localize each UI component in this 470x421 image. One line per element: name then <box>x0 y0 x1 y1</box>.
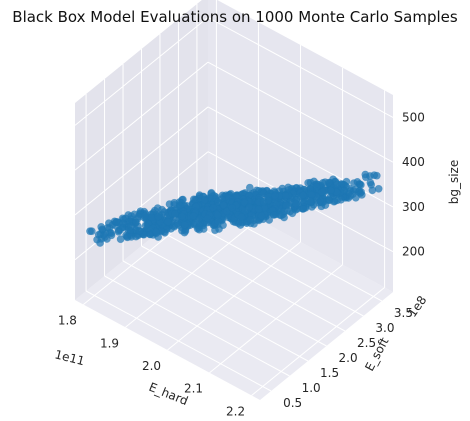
data-point <box>305 197 314 205</box>
data-point <box>180 220 189 229</box>
axis-ticks: 1.81.92.02.12.20.51.01.52.02.53.03.52003… <box>58 110 425 418</box>
data-point <box>180 228 189 237</box>
data-point <box>237 212 246 221</box>
y-tick-label: 0.5 <box>283 396 302 410</box>
data-point <box>351 193 360 202</box>
data-point <box>86 227 94 236</box>
y-tick-label: 1.5 <box>320 366 339 380</box>
x-tick-label: 1.9 <box>100 336 119 350</box>
data-point <box>374 184 383 193</box>
data-point <box>288 209 297 218</box>
data-point <box>140 212 149 220</box>
data-point <box>178 195 187 204</box>
data-point <box>240 198 249 207</box>
y-gridline <box>122 260 309 362</box>
data-point <box>213 211 222 220</box>
y-tick-label: 2.0 <box>339 351 358 365</box>
data-point <box>333 180 342 189</box>
data-point <box>355 180 364 188</box>
data-point <box>107 231 116 240</box>
data-point <box>299 191 307 200</box>
y-gridline <box>159 230 346 332</box>
data-point <box>265 216 274 224</box>
z-gridline <box>207 61 394 163</box>
x-tick-label: 2.2 <box>226 405 245 418</box>
data-point <box>361 170 370 179</box>
y-tick-label: 3.0 <box>375 321 394 335</box>
data-point <box>269 211 278 219</box>
x-tick-label: 2.1 <box>184 382 203 396</box>
data-point <box>277 211 286 220</box>
x-scale-label: 1e11 <box>53 347 86 368</box>
y-gridline <box>178 215 364 317</box>
z-gridline <box>207 16 394 118</box>
data-point <box>203 214 212 223</box>
y-tick-label: 3.5 <box>394 306 413 320</box>
data-point <box>257 211 266 220</box>
data-point <box>152 228 161 236</box>
data-point <box>123 232 131 241</box>
data-point <box>98 225 107 234</box>
data-point <box>291 199 300 208</box>
data-point <box>105 224 114 232</box>
data-point <box>114 227 123 236</box>
data-point <box>222 207 231 216</box>
data-point <box>351 185 360 194</box>
data-point <box>337 195 345 204</box>
y-tick-label: 2.5 <box>357 336 376 350</box>
data-point <box>228 203 236 212</box>
z-gridline <box>74 61 209 171</box>
data-point <box>177 212 186 221</box>
y-gridline <box>141 245 327 347</box>
data-point <box>211 226 219 235</box>
data-point <box>366 178 375 187</box>
data-point <box>321 201 330 209</box>
data-point <box>259 197 268 206</box>
data-point <box>209 203 218 212</box>
data-point <box>281 191 290 200</box>
y-gridline <box>104 275 290 377</box>
z-tick-label: 300 <box>402 200 425 214</box>
data-point <box>131 218 140 227</box>
data-point <box>318 188 327 196</box>
y-tick-label: 1.0 <box>302 381 321 395</box>
data-point <box>324 178 333 187</box>
data-point <box>126 222 135 231</box>
data-point <box>194 223 203 232</box>
x-tick-label: 2.0 <box>142 359 161 373</box>
data-point <box>96 239 104 247</box>
z-axis-label: bg_size <box>447 160 461 205</box>
data-point <box>112 217 121 226</box>
chart-title: Black Box Model Evaluations on 1000 Mont… <box>12 8 458 26</box>
data-points <box>86 170 383 247</box>
z-gridline <box>74 106 209 216</box>
data-point <box>254 205 263 214</box>
z-tick-label: 500 <box>402 110 425 124</box>
data-point <box>94 230 103 239</box>
data-point <box>312 182 321 191</box>
data-point <box>163 218 172 226</box>
y-gridline <box>85 290 272 392</box>
data-point <box>325 196 333 204</box>
z-tick-label: 200 <box>402 245 425 259</box>
data-point <box>135 226 144 235</box>
x-tick-label: 1.8 <box>58 314 77 328</box>
z-gridline <box>74 16 209 126</box>
data-point <box>119 219 127 228</box>
data-point <box>141 221 150 230</box>
data-point <box>271 191 279 200</box>
data-point <box>171 209 179 218</box>
data-point <box>299 204 308 213</box>
data-point <box>219 201 228 210</box>
z-tick-label: 400 <box>402 155 425 169</box>
data-point <box>246 215 255 224</box>
data-point <box>189 211 198 220</box>
data-point <box>116 235 125 244</box>
data-point <box>154 212 163 221</box>
data-point <box>245 203 254 212</box>
